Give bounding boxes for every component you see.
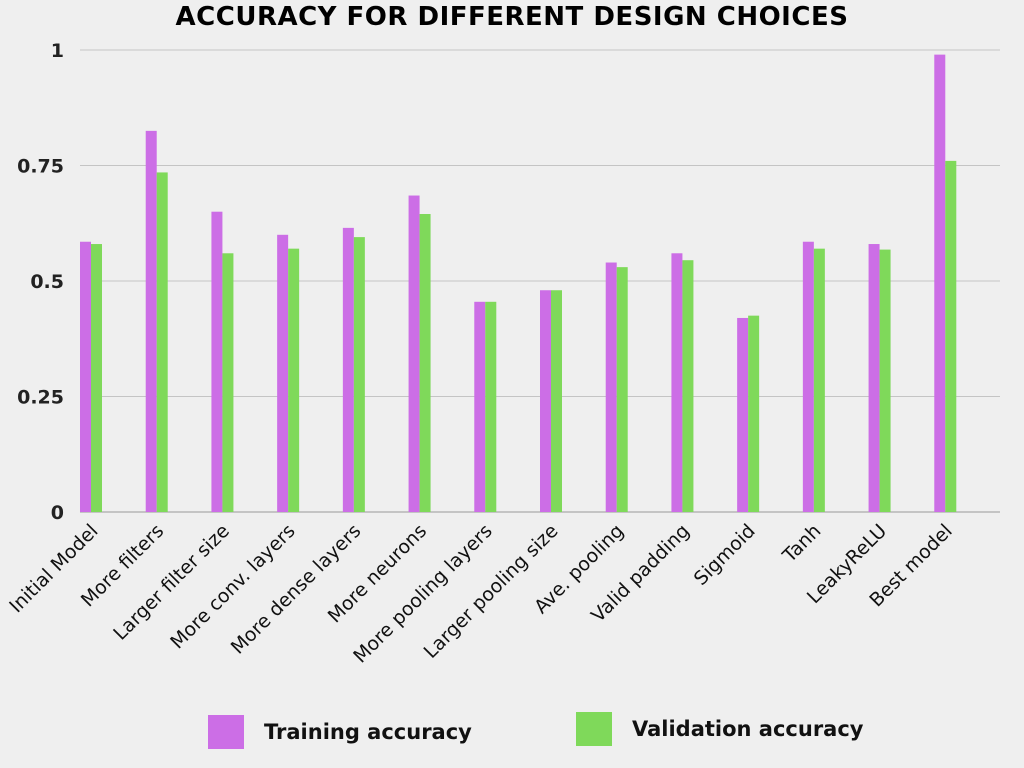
x-tick-label: More dense layers <box>227 520 366 659</box>
bar-validation <box>879 249 891 513</box>
bar-training <box>211 211 223 512</box>
y-tick-label: 0.5 <box>30 271 64 293</box>
bar-validation <box>222 253 234 512</box>
bar-training <box>80 241 91 513</box>
bar-training <box>474 301 486 512</box>
bar-training <box>802 241 814 513</box>
bar-training <box>737 317 749 512</box>
y-tick-label: 0.75 <box>17 156 64 178</box>
y-tick-label: 0.25 <box>17 387 64 409</box>
bar-validation <box>485 301 497 512</box>
bar-validation <box>156 172 168 512</box>
bar-training <box>408 195 420 512</box>
chart-title: ACCURACY FOR DIFFERENT DESIGN CHOICES <box>175 2 849 32</box>
bar-training <box>605 262 617 512</box>
bar-validation <box>748 315 760 512</box>
bar-validation <box>551 290 562 512</box>
x-tick-label: Larger filter size <box>109 520 234 645</box>
bar-training <box>342 227 354 512</box>
x-tick-label: Tanh <box>778 520 826 568</box>
legend-item-training: Training accuracy <box>208 715 472 749</box>
bar-training <box>277 234 289 513</box>
bar-training <box>145 130 157 512</box>
y-tick-label: 0 <box>51 502 64 524</box>
bar-validation <box>288 248 300 512</box>
legend-label-validation: Validation accuracy <box>632 717 864 741</box>
legend-label-training: Training accuracy <box>264 720 472 744</box>
bar-validation <box>419 214 431 512</box>
legend-swatch-training <box>208 715 244 749</box>
bar-validation <box>353 237 365 513</box>
legend-swatch-validation <box>576 712 612 746</box>
bar-validation <box>945 160 957 512</box>
bar-validation <box>682 260 694 512</box>
bar-training <box>934 54 946 513</box>
bar-validation <box>813 248 825 512</box>
x-tick-label: Sigmoid <box>690 520 760 590</box>
y-tick-label: 1 <box>51 40 64 62</box>
bar-training <box>868 244 880 513</box>
bar-training <box>671 253 683 512</box>
bar-validation <box>616 267 628 512</box>
bar-validation <box>91 244 102 513</box>
x-tick-label: More conv. layers <box>166 520 299 653</box>
legend-item-validation: Validation accuracy <box>576 712 863 746</box>
bar-training <box>540 290 551 512</box>
